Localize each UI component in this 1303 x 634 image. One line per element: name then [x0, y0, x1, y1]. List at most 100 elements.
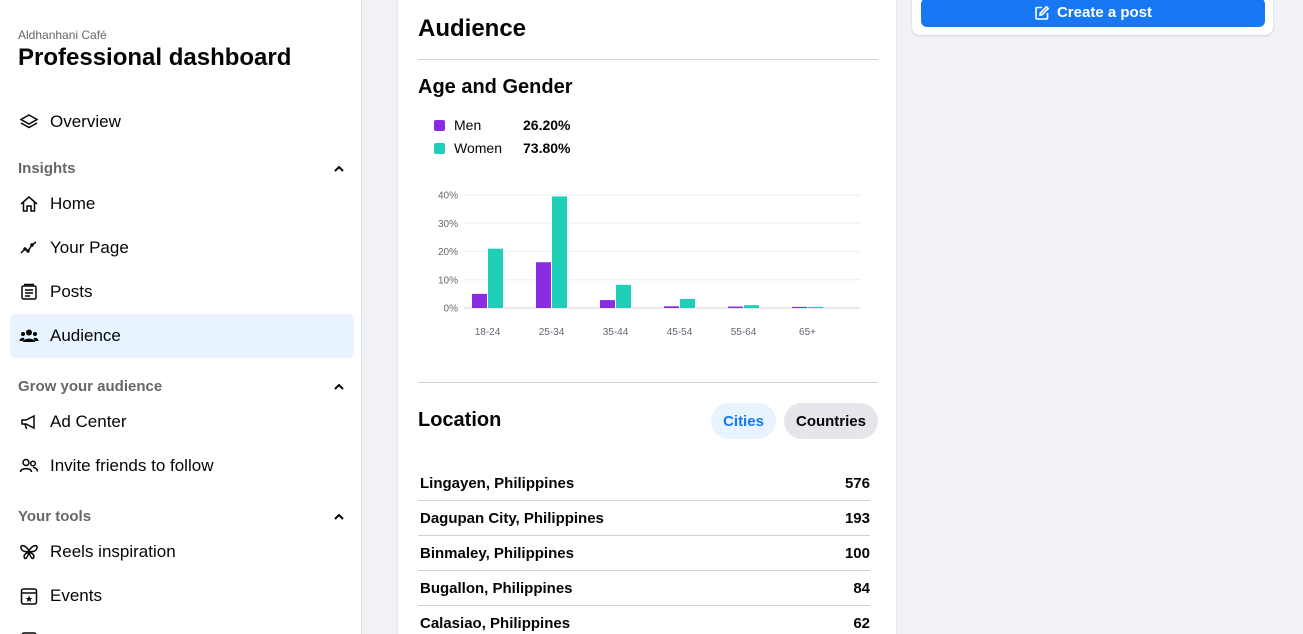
page-name: Aldhanhani Café [18, 28, 107, 42]
location-row: Lingayen, Philippines 576 [418, 466, 870, 501]
location-row: Calasiao, Philippines 62 [418, 606, 870, 634]
location-name: Calasiao, Philippines [420, 614, 571, 632]
legend-name: Women [454, 140, 502, 156]
bar-women-35-44[interactable] [616, 284, 631, 308]
nav-home[interactable]: Home [10, 182, 354, 226]
nav-your-page[interactable]: Your Page [10, 226, 354, 270]
legend-value: 73.80% [523, 140, 571, 156]
location-name: Bugallon, Philippines [420, 579, 573, 597]
create-post-label: Create a post [1056, 4, 1153, 21]
y-tick-label: 40% [438, 191, 458, 202]
nav-overview[interactable]: Overview [10, 100, 354, 144]
calendar-star-icon [18, 585, 40, 607]
bar-men-18-24[interactable] [472, 293, 487, 308]
nav-label: Overview [50, 112, 121, 131]
nav-label: Audience [50, 326, 121, 345]
legend-swatch-women [434, 142, 445, 154]
megaphone-icon [18, 411, 40, 433]
bar-women-25-34[interactable] [552, 196, 567, 308]
age-gender-title: Age and Gender [418, 76, 573, 98]
location-count: 62 [853, 614, 870, 632]
x-tick-label: 25-34 [539, 327, 565, 338]
y-tick-label: 30% [438, 219, 458, 230]
nav-posts[interactable]: Posts [10, 270, 354, 314]
location-title: Location [418, 409, 502, 431]
tab-countries[interactable]: Countries [784, 403, 878, 439]
legend-name: Men [454, 117, 482, 133]
audience-title: Audience [418, 15, 527, 42]
x-tick-label: 65+ [799, 327, 816, 338]
y-tick-label: 10% [438, 275, 458, 286]
bar-men-45-54[interactable] [664, 306, 679, 308]
section-label: Insights [18, 160, 76, 177]
nav-invite-friends[interactable]: Invite friends to follow [10, 444, 354, 488]
x-tick-label: 35-44 [603, 327, 629, 338]
create-post-button[interactable]: Create a post [921, 0, 1265, 27]
section-label: Your tools [18, 508, 92, 525]
divider [418, 59, 878, 60]
tool-icon [18, 629, 40, 634]
nav-label: Ad Center [50, 412, 127, 431]
location-name: Lingayen, Philippines [420, 474, 575, 492]
location-name: Binmaley, Philippines [420, 544, 574, 562]
nav-label: Events [50, 586, 102, 605]
x-tick-label: 45-54 [667, 327, 693, 338]
divider [418, 382, 878, 383]
dashboard-title: Professional dashboard [18, 44, 292, 71]
posts-icon [18, 281, 40, 303]
layers-icon [18, 111, 40, 133]
legend-swatch-men [434, 119, 445, 131]
legend-women: Women 73.80% [434, 140, 570, 156]
nav-ad-center[interactable]: Ad Center [10, 400, 354, 444]
section-insights: Insights [18, 160, 346, 177]
y-tick-label: 0% [444, 304, 459, 315]
audience-card: Audience Age and Gender Men 26.20% Women… [397, 0, 897, 634]
nav-reels-inspiration[interactable]: Reels inspiration [10, 530, 354, 574]
nav-events[interactable]: Events [10, 574, 354, 618]
location-count: 193 [844, 509, 870, 527]
nav-label: Invite friends to follow [50, 456, 214, 475]
location-row: Bugallon, Philippines 84 [418, 571, 870, 606]
nav-label: Posts [50, 282, 93, 301]
nav-label: Home [50, 194, 96, 213]
section-label: Grow your audience [18, 378, 163, 395]
chevron-up-icon[interactable] [332, 162, 346, 176]
invite-people-icon [18, 455, 40, 477]
location-name: Dagupan City, Philippines [420, 509, 604, 527]
location-count: 100 [844, 544, 870, 562]
trend-line-icon [18, 237, 40, 259]
bar-men-55-64[interactable] [728, 306, 743, 308]
nav-label: Your Page [50, 238, 129, 257]
bar-men-65+[interactable] [792, 306, 807, 308]
location-row: Dagupan City, Philippines 193 [418, 501, 870, 536]
sidebar: Aldhanhani Café Professional dashboard O… [0, 0, 362, 634]
bar-women-65+[interactable] [808, 306, 823, 308]
nav-more[interactable] [10, 618, 354, 634]
nav-audience[interactable]: Audience [10, 314, 354, 358]
section-grow: Grow your audience [18, 378, 346, 395]
chevron-up-icon[interactable] [332, 510, 346, 524]
edit-icon [1035, 5, 1050, 20]
bar-women-18-24[interactable] [488, 248, 503, 308]
butterfly-icon [18, 541, 40, 563]
nav-label: Reels inspiration [50, 542, 176, 561]
legend-value: 26.20% [523, 117, 571, 133]
bar-men-35-44[interactable] [600, 300, 615, 308]
section-tools: Your tools [18, 508, 346, 525]
location-count: 84 [853, 579, 870, 597]
age-gender-chart: 0% 10% 20% 30% 40% 18-24 25-34 35-44 45-54 55-64 6… [438, 191, 860, 338]
people-icon [18, 325, 40, 347]
location-count: 576 [844, 474, 870, 492]
legend-men: Men 26.20% [434, 117, 570, 133]
home-icon [18, 193, 40, 215]
y-tick-label: 20% [438, 247, 458, 258]
x-tick-label: 55-64 [731, 327, 757, 338]
create-post-card: Create a post [912, 0, 1273, 35]
location-row: Binmaley, Philippines 100 [418, 536, 870, 571]
x-tick-label: 18-24 [475, 327, 501, 338]
chevron-up-icon[interactable] [332, 380, 346, 394]
bar-men-25-34[interactable] [536, 262, 551, 308]
tab-cities[interactable]: Cities [711, 403, 776, 439]
bar-women-55-64[interactable] [744, 305, 759, 308]
bar-women-45-54[interactable] [680, 298, 695, 308]
